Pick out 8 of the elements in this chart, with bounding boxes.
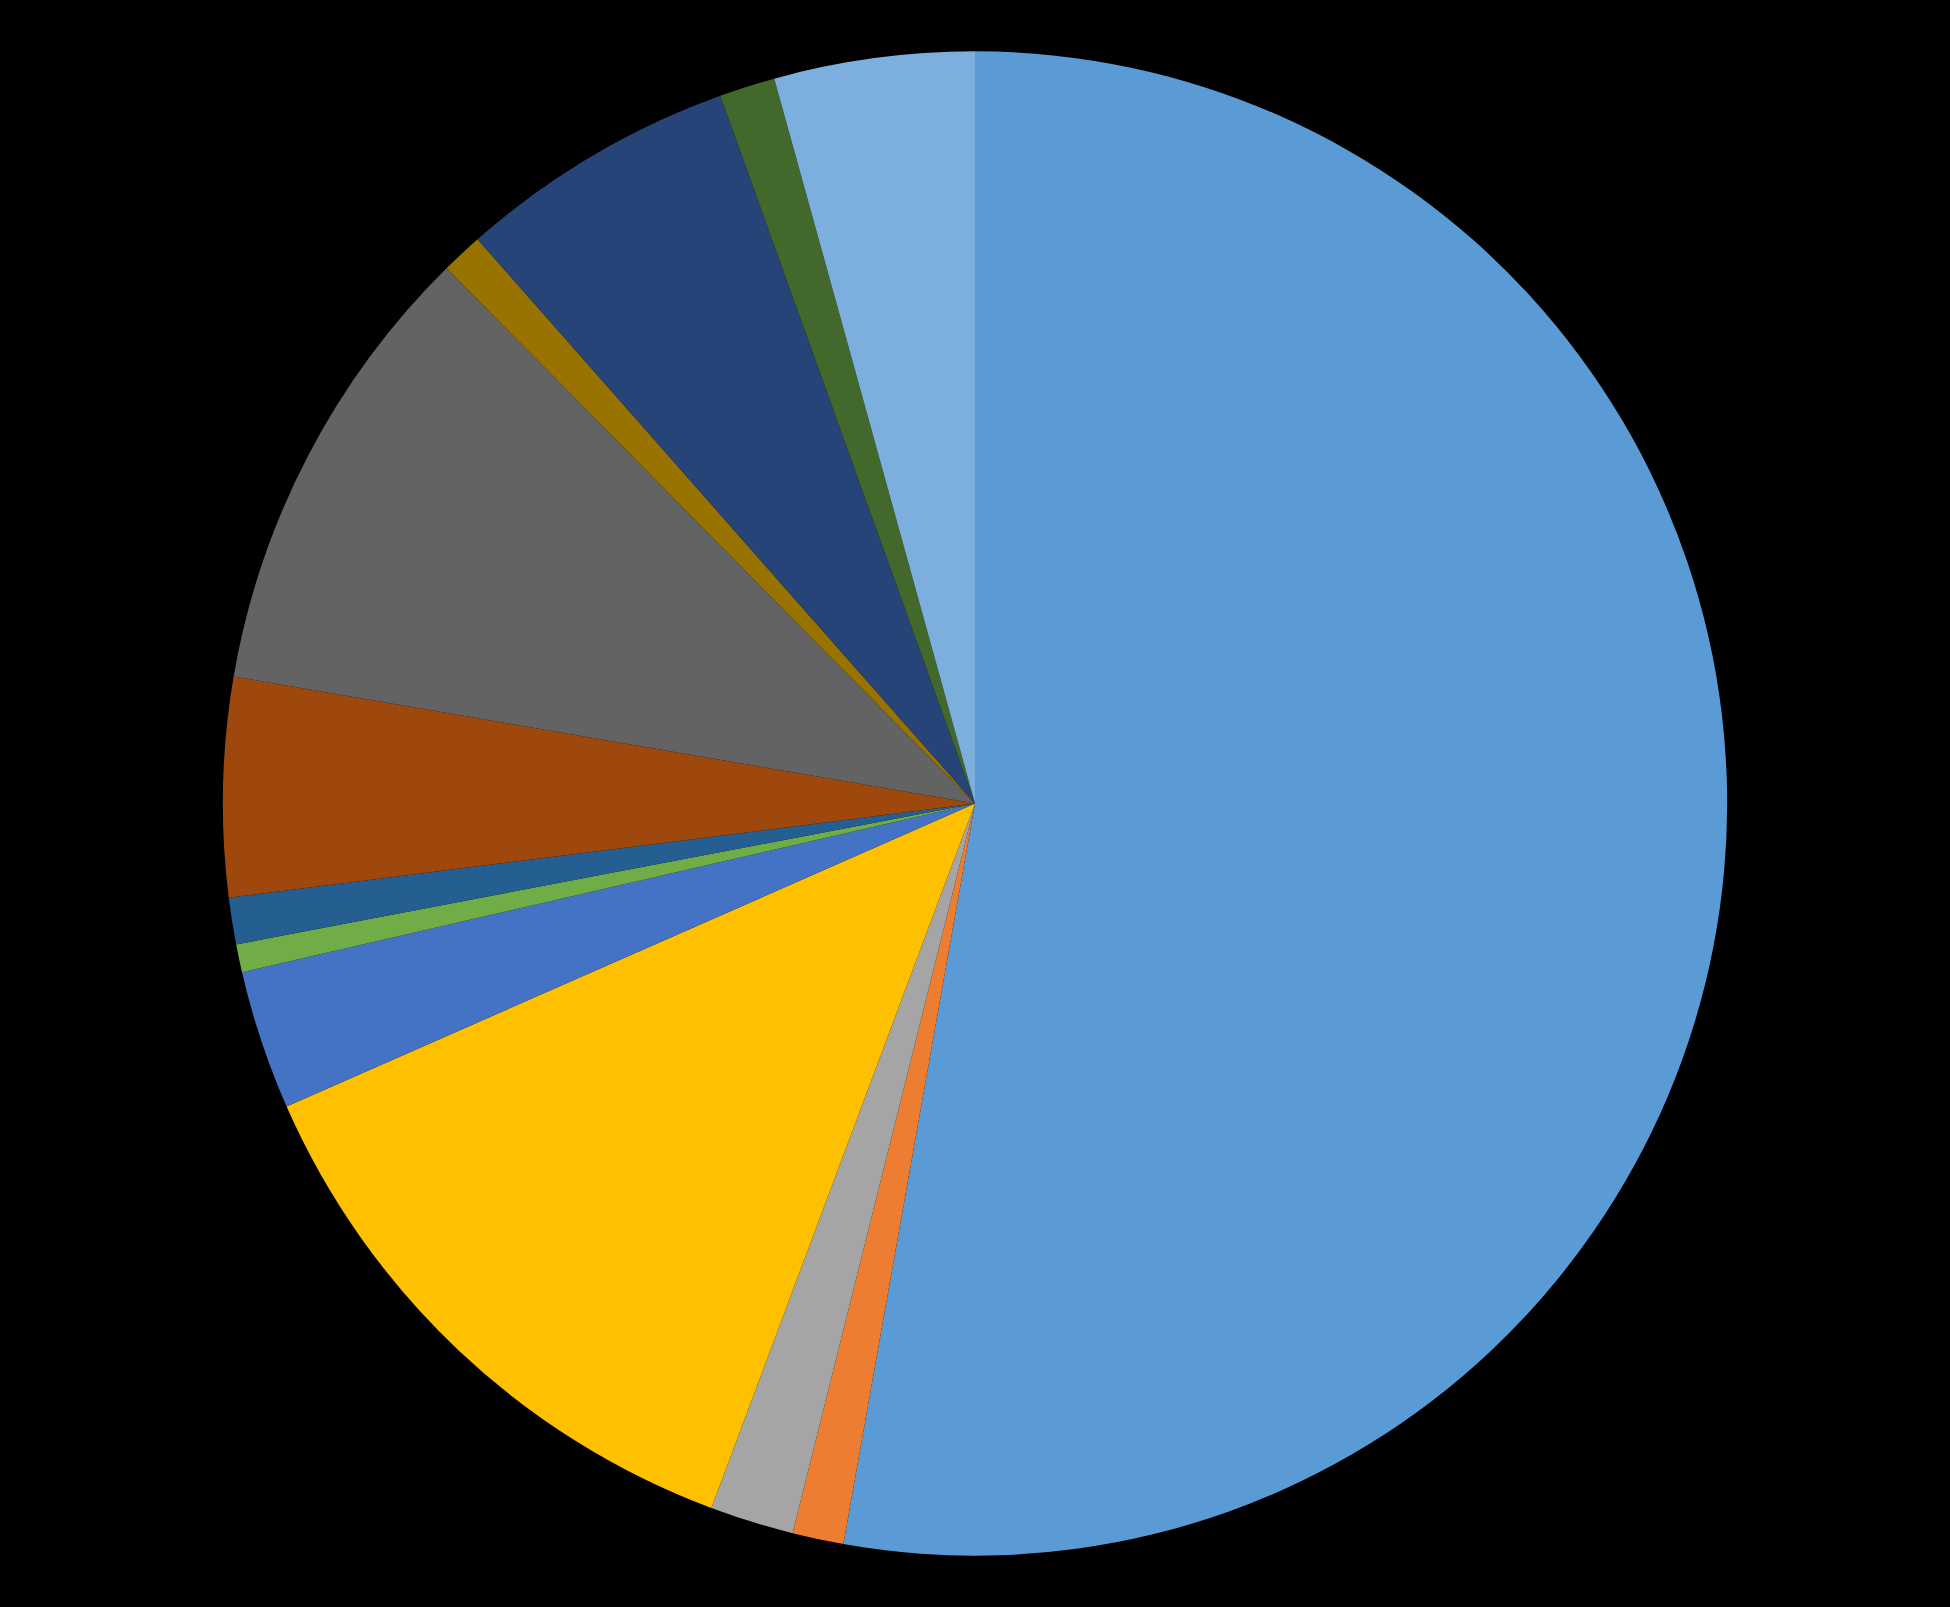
- pie-slice: [223, 676, 975, 898]
- pie-slice: [792, 803, 975, 1545]
- pie-slice: [233, 268, 975, 804]
- pie-slice: [286, 803, 975, 1508]
- pie-slice: [242, 803, 975, 1107]
- pie-slice: [477, 95, 975, 804]
- pie-slice: [843, 51, 1727, 1555]
- pie-slice: [774, 51, 975, 804]
